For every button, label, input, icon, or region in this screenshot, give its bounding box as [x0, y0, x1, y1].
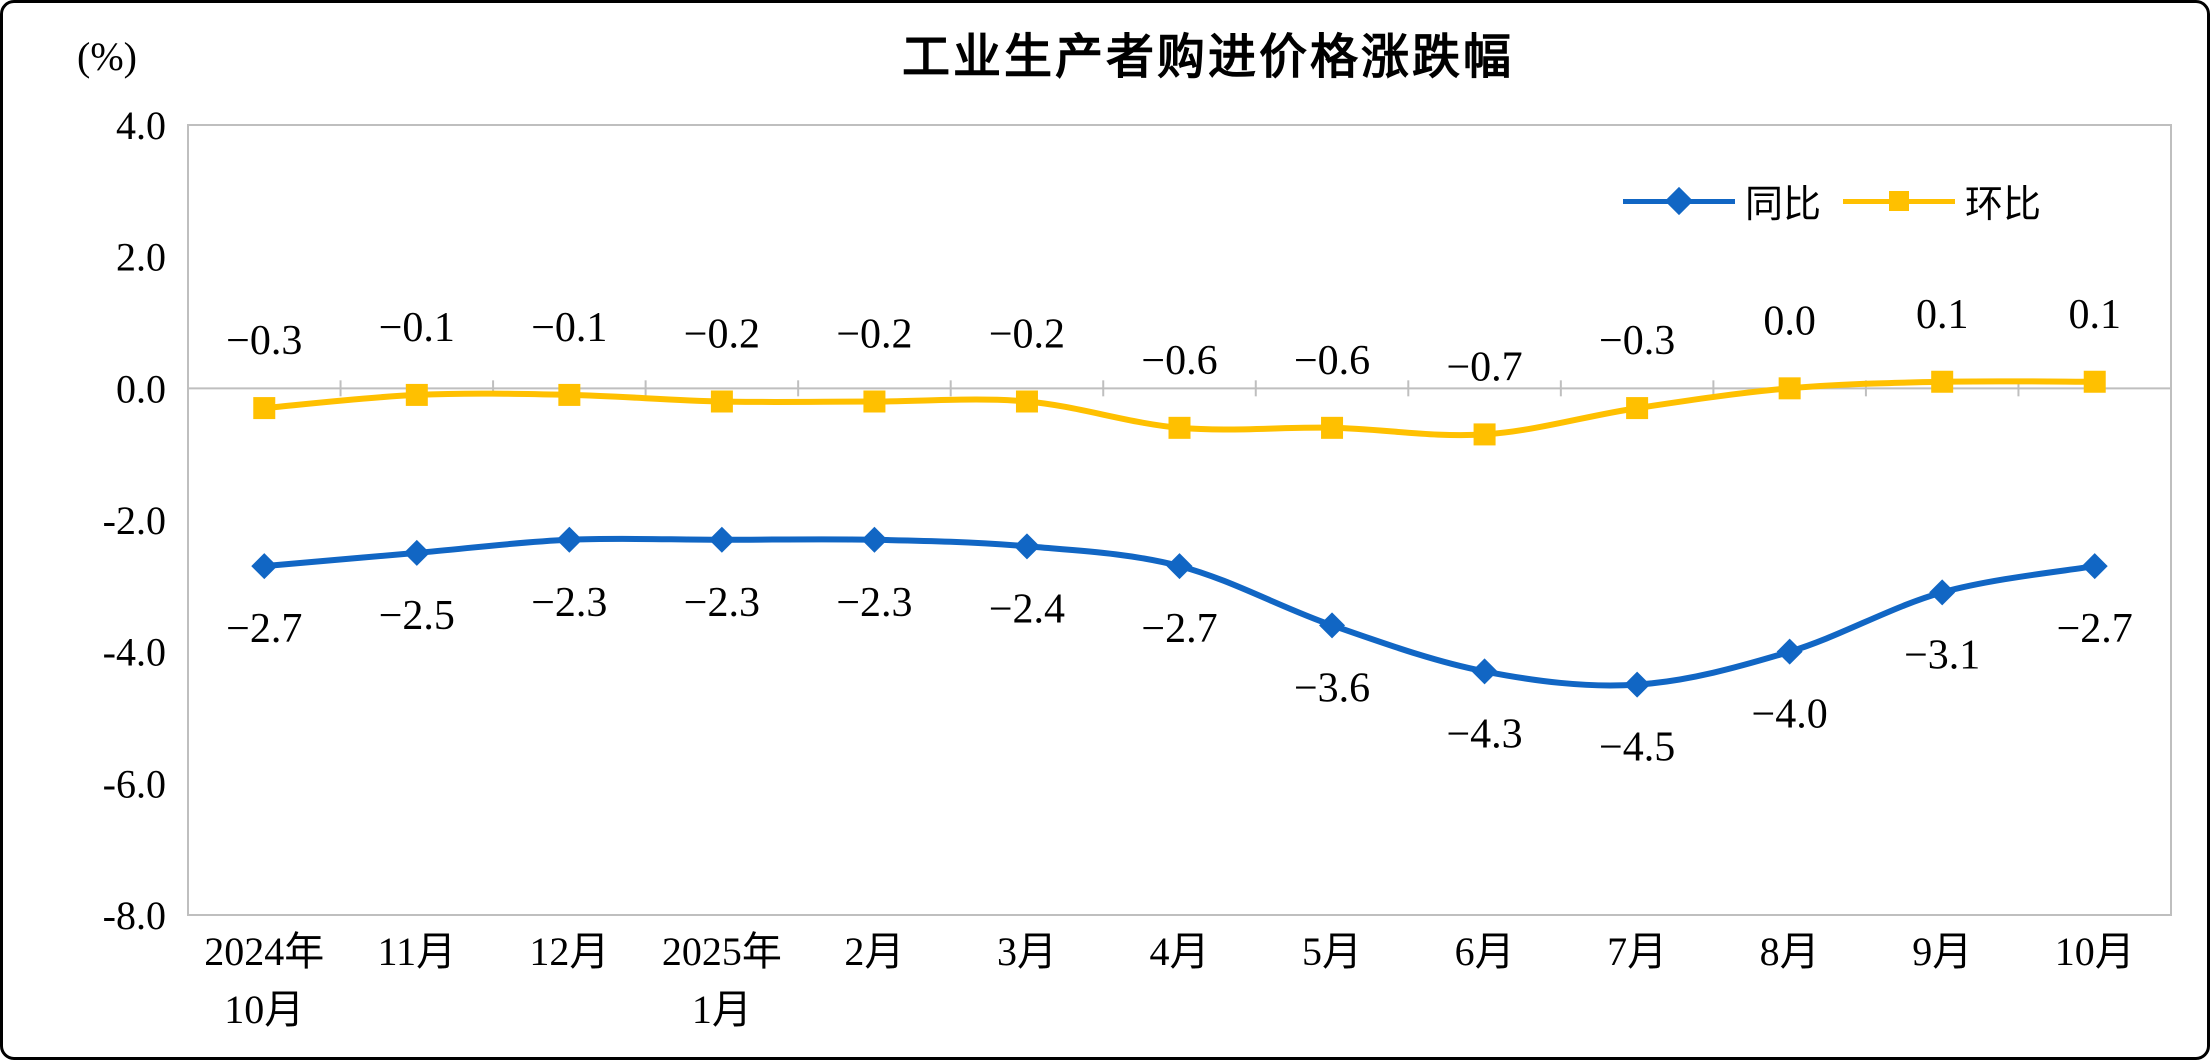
- mom-data-label: 0.0: [1763, 298, 1816, 344]
- yoy-data-label: −3.1: [1904, 632, 1980, 678]
- yoy-data-label: −4.5: [1599, 725, 1675, 771]
- yoy-diamond-marker: [1624, 671, 1651, 698]
- x-tick-label: 6月: [1455, 929, 1515, 974]
- mom-square-marker: [710, 390, 733, 413]
- mom-square-marker: [1015, 390, 1038, 413]
- mom-square-marker: [558, 383, 581, 406]
- x-tick-label: 7月: [1607, 929, 1667, 974]
- mom-square-marker: [1931, 370, 1954, 393]
- yoy-diamond-marker: [556, 526, 583, 553]
- yoy-diamond-marker: [403, 539, 430, 566]
- mom-data-label: −0.1: [379, 305, 455, 351]
- yoy-legend-label: 同比: [1745, 184, 1822, 226]
- mom-data-label: −0.3: [226, 318, 302, 364]
- mom-square-marker: [1626, 397, 1649, 420]
- yoy-data-label: −4.0: [1752, 692, 1828, 738]
- x-tick-label: 11月: [378, 929, 457, 974]
- mom-legend-label: 环比: [1965, 184, 2042, 226]
- mom-line-square-icon: [1843, 187, 1956, 215]
- yoy-diamond-marker: [1319, 612, 1346, 639]
- x-tick-label: 5月: [1302, 929, 1362, 974]
- mom-square-marker: [405, 383, 428, 406]
- mom-data-label: −0.1: [531, 305, 607, 351]
- mom-data-label: −0.2: [836, 312, 912, 358]
- x-tick-label: 10月: [2055, 929, 2135, 974]
- yoy-diamond-marker: [2081, 553, 2108, 580]
- yoy-line-diamond-icon: [1623, 186, 1735, 215]
- mom-legend-square: [1889, 190, 1910, 211]
- mom-data-label: −0.3: [1599, 318, 1675, 364]
- plot-border: [187, 124, 2172, 916]
- yoy-diamond-marker: [251, 553, 278, 580]
- yoy-data-label: −2.7: [226, 606, 302, 652]
- mom-data-label: 0.1: [2068, 292, 2121, 338]
- mom-data-label: −0.6: [1294, 338, 1370, 384]
- yoy-data-label: −2.4: [989, 586, 1065, 632]
- yoy-legend-diamond: [1664, 186, 1694, 215]
- x-tick-label: 8月: [1760, 929, 1820, 974]
- mom-square-marker: [1321, 416, 1344, 439]
- mom-data-label: −0.7: [1446, 344, 1522, 390]
- y-tick-label: -2.0: [103, 498, 166, 543]
- yoy-data-label: −3.6: [1294, 665, 1370, 711]
- mom-square-marker: [1778, 377, 1801, 400]
- mom-data-label: 0.1: [1916, 292, 1969, 338]
- legend-item-yoy: 同比: [1623, 173, 1821, 228]
- mom-data-label: −0.2: [989, 312, 1065, 358]
- mom-data-label: −0.6: [1141, 338, 1217, 384]
- y-axis-unit-label: (%): [77, 34, 137, 79]
- yoy-data-label: −2.3: [684, 580, 760, 626]
- yoy-diamond-marker: [1776, 638, 1803, 665]
- x-tick-label: 2月: [844, 929, 904, 974]
- yoy-data-label: −2.3: [836, 580, 912, 626]
- mom-square-marker: [1168, 416, 1191, 439]
- x-tick-label: 1月: [692, 987, 752, 1032]
- y-tick-label: 0.0: [116, 366, 166, 411]
- x-tick-label: 10月: [224, 987, 304, 1032]
- y-tick-label: -8.0: [103, 893, 166, 938]
- y-tick-label: 2.0: [116, 235, 166, 280]
- y-tick-label: -4.0: [103, 630, 166, 675]
- yoy-data-label: −2.7: [2057, 606, 2133, 652]
- x-tick-label: 2025年: [662, 929, 782, 974]
- x-tick-label: 12月: [529, 929, 609, 974]
- yoy-data-label: −2.3: [531, 580, 607, 626]
- yoy-data-label: −2.7: [1141, 606, 1217, 652]
- y-tick-label: 4.0: [116, 103, 166, 148]
- yoy-diamond-marker: [861, 526, 888, 553]
- line-chart: 4.0 2.0 0.0 -2.0 -4.0 -6.0 -8.0 2024年 10月 11月 12月 2…: [103, 103, 2172, 1032]
- yoy-data-label: −2.5: [379, 593, 455, 639]
- x-tick-label: 4月: [1150, 929, 1210, 974]
- x-tick-label: 3月: [997, 929, 1057, 974]
- yoy-diamond-marker: [1929, 579, 1956, 606]
- yoy-diamond-marker: [1471, 658, 1498, 685]
- legend-item-mom: 环比: [1843, 173, 2041, 228]
- yoy-diamond-marker: [708, 526, 735, 553]
- mom-square-marker: [253, 397, 276, 420]
- y-tick-label: -6.0: [103, 761, 166, 806]
- mom-square-marker: [1473, 423, 1496, 446]
- mom-square-marker: [863, 390, 886, 413]
- mom-data-label: −0.2: [684, 312, 760, 358]
- yoy-data-label: −4.3: [1446, 711, 1522, 757]
- yoy-diamond-marker: [1166, 553, 1193, 580]
- chart-legend: 同比 环比: [1623, 173, 2041, 228]
- chart-title: 工业生产者购进价格涨跌幅: [901, 31, 1514, 84]
- mom-square-marker: [2083, 370, 2106, 393]
- yoy-diamond-marker: [1013, 533, 1040, 560]
- x-tick-label: 9月: [1912, 929, 1972, 974]
- x-tick-label: 2024年: [204, 929, 324, 974]
